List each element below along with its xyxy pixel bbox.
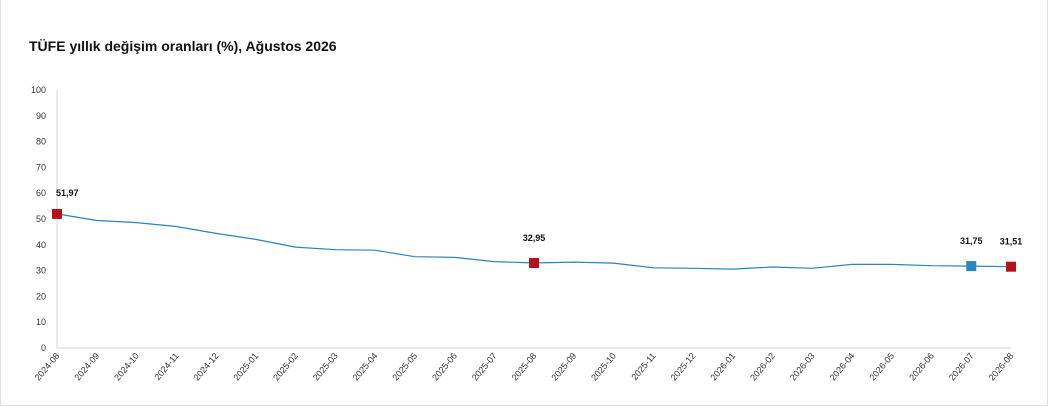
y-tick-label: 20	[36, 291, 46, 301]
x-tick-label: 2026-04	[828, 351, 857, 383]
data-label: 31,75	[960, 236, 983, 246]
x-tick-labels: 2024-08 2024-09 2024-10 2024-11 2024-12 2025-…	[33, 351, 1016, 383]
y-tick-labels: 0 10 20 30 40 50 60 70 80 90 100	[31, 85, 46, 353]
marker-layer: 51,97 32,95 31,75 31,51	[52, 188, 1022, 272]
x-tick-label: 2025-04	[351, 351, 380, 383]
data-point-marker	[966, 261, 977, 272]
data-label: 51,97	[56, 188, 79, 198]
x-tick-label: 2025-10	[589, 351, 618, 383]
data-point-marker	[1006, 261, 1016, 272]
y-tick-label: 80	[36, 137, 46, 147]
y-tick-label: 70	[36, 162, 46, 172]
x-tick-label: 2026-08	[987, 351, 1016, 383]
x-tick-label: 2025-06	[430, 351, 459, 383]
y-tick-label: 30	[36, 266, 46, 276]
y-tick-label: 90	[36, 111, 46, 121]
x-tick-label: 2024-12	[192, 351, 221, 383]
x-tick-label: 2024-11	[152, 351, 180, 382]
x-tick-label: 2024-10	[112, 351, 141, 383]
y-tick-label: 50	[36, 214, 46, 224]
x-tick-label: 2025-11	[629, 351, 657, 382]
x-tick-label: 2025-09	[549, 351, 578, 383]
x-tick-label: 2026-03	[788, 351, 817, 383]
x-tick-label: 2025-12	[669, 351, 698, 383]
data-label: 31,51	[1000, 237, 1023, 247]
y-tick-label: 0	[41, 343, 46, 353]
x-tick-label: 2024-08	[33, 351, 62, 383]
x-tick-label: 2026-01	[708, 351, 737, 383]
chart-title: TÜFE yıllık değişim oranları (%), Ağusto…	[29, 38, 337, 54]
y-tick-label: 100	[31, 85, 46, 95]
data-label: 32,95	[523, 233, 546, 243]
x-tick-label: 2025-07	[470, 351, 499, 383]
y-tick-label: 60	[36, 188, 46, 198]
x-tick-label: 2025-03	[311, 351, 340, 383]
x-tick-label: 2025-08	[510, 351, 539, 383]
x-tick-label: 2025-05	[390, 351, 419, 383]
data-point-marker	[52, 208, 62, 219]
x-tick-label: 2026-06	[907, 351, 936, 383]
x-tick-label: 2025-02	[271, 351, 300, 383]
x-tick-label: 2025-01	[231, 351, 260, 383]
y-tick-label: 40	[36, 240, 46, 250]
x-tick-label: 2024-09	[72, 351, 101, 383]
x-tick-label: 2026-02	[748, 351, 777, 383]
y-tick-label: 10	[36, 317, 46, 327]
x-tick-label: 2026-05	[867, 351, 896, 383]
x-tick-label: 2026-07	[947, 351, 976, 383]
data-point-marker	[529, 257, 539, 268]
